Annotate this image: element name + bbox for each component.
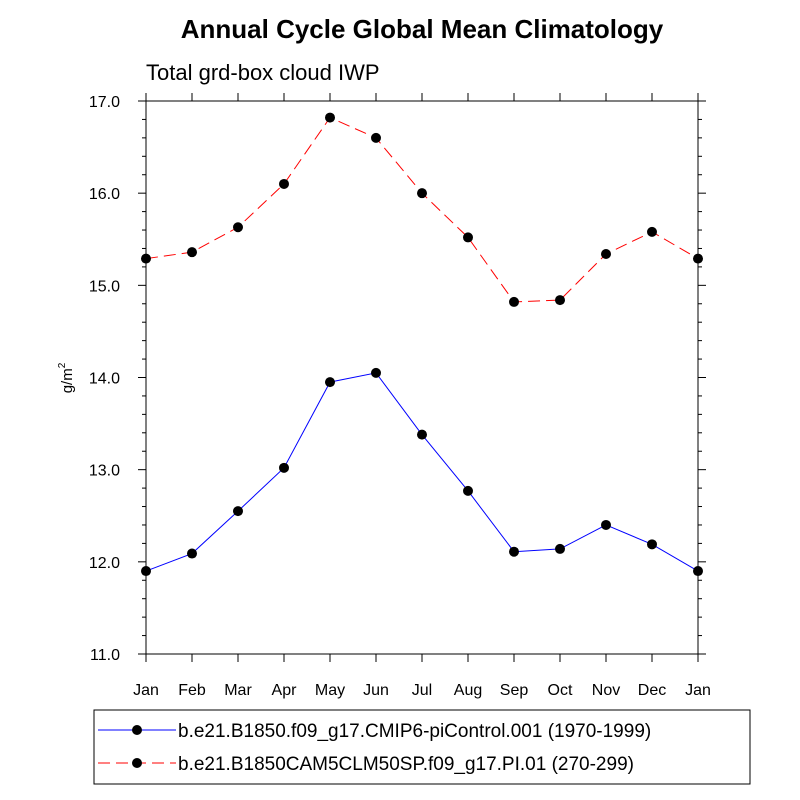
legend-marker-1 [132, 725, 142, 735]
data-point [647, 539, 657, 550]
data-point [555, 543, 565, 554]
data-point [325, 377, 335, 388]
plot-frame [145, 100, 699, 655]
chart-subtitle: Total grd-box cloud IWP [146, 60, 380, 85]
data-point [279, 462, 289, 473]
data-point [647, 226, 657, 237]
x-tick-label: Sep [500, 682, 529, 699]
y-tick-label: 16.0 [89, 186, 120, 203]
data-point [141, 253, 151, 264]
y-tick-label: 11.0 [90, 647, 120, 664]
chart-title: Annual Cycle Global Mean Climatology [181, 14, 664, 44]
data-point [187, 247, 197, 258]
data-point [371, 367, 381, 378]
data-point [601, 248, 611, 259]
y-tick-label: 17.0 [89, 94, 120, 111]
legend-label-1: b.e21.B1850.f09_g17.CMIP6-piControl.001 … [178, 721, 651, 742]
legend: b.e21.B1850.f09_g17.CMIP6-piControl.001 … [93, 709, 751, 785]
x-tick-label: Jan [133, 682, 159, 699]
series-line-2 [145, 116, 699, 303]
x-tick-label: Dec [638, 682, 666, 699]
x-tick-label: Jan [685, 682, 711, 699]
x-tick-label: Nov [592, 682, 620, 699]
legend-box [93, 709, 751, 785]
x-tick-label: Mar [224, 682, 252, 699]
data-point [279, 178, 289, 189]
series-1 [141, 367, 703, 577]
x-tick-label: Oct [548, 682, 573, 699]
x-tick-label: Aug [454, 682, 482, 699]
y-tick-label: 12.0 [89, 555, 120, 572]
legend-marker-2 [132, 758, 142, 768]
data-point [141, 566, 151, 577]
data-point [601, 519, 611, 530]
x-tick-label: Feb [178, 682, 206, 699]
data-point [371, 132, 381, 143]
y-tick-label: 15.0 [89, 278, 120, 295]
x-tick-labels: Jan Feb Mar Apr May Jun Jul Aug Sep Oct Nov Dec Jan [133, 682, 711, 699]
data-point [233, 506, 243, 517]
series-2 [141, 112, 703, 307]
data-point [509, 296, 519, 307]
y-tick-label: 13.0 [89, 463, 120, 480]
data-point [187, 548, 197, 559]
data-point [555, 295, 565, 306]
data-point [233, 222, 243, 233]
data-point [417, 429, 427, 440]
data-point [693, 566, 703, 577]
data-point [693, 253, 703, 264]
y-axis-label: g/m2 [57, 362, 76, 393]
data-point [463, 232, 473, 243]
series-layer [141, 112, 703, 577]
data-point [417, 188, 427, 199]
data-point [325, 112, 335, 123]
x-tick-label: May [315, 682, 345, 699]
x-tick-label: Apr [272, 682, 298, 699]
x-tick-label: Jul [412, 682, 432, 699]
legend-label-2: b.e21.B1850CAM5CLM50SP.f09_g17.PI.01 (27… [178, 754, 634, 775]
y-tick-labels: 11.0 12.0 13.0 14.0 15.0 16.0 17.0 [89, 94, 120, 664]
series-line-1 [145, 372, 699, 572]
x-tick-label: Jun [363, 682, 389, 699]
y-tick-label: 14.0 [89, 371, 120, 388]
plot-axes [138, 93, 706, 662]
data-point [463, 485, 473, 496]
legend-entry-1: b.e21.B1850.f09_g17.CMIP6-piControl.001 … [98, 721, 651, 742]
data-point [509, 546, 519, 557]
legend-entry-2: b.e21.B1850CAM5CLM50SP.f09_g17.PI.01 (27… [98, 754, 634, 775]
